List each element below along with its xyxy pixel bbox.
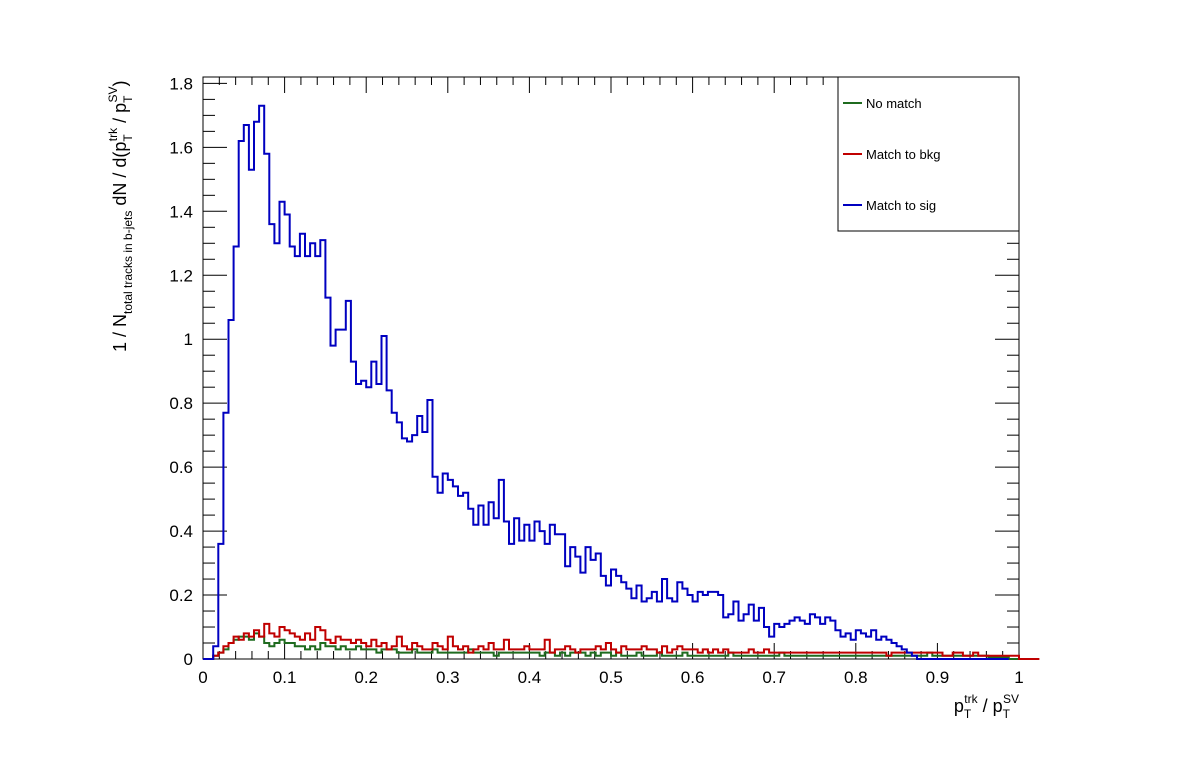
x-tick-label: 0 bbox=[198, 668, 207, 687]
x-tick-label: 0.5 bbox=[599, 668, 623, 687]
legend-label-match-bkg: Match to bkg bbox=[866, 147, 940, 162]
y-tick-label: 1.8 bbox=[169, 74, 193, 93]
x-axis-label: pTtrk / pTSV bbox=[954, 692, 1019, 721]
x-tick-label: 0.9 bbox=[926, 668, 950, 687]
x-tick-label: 0.1 bbox=[273, 668, 297, 687]
legend-label-match-sig: Match to sig bbox=[866, 198, 936, 213]
y-tick-label: 0.8 bbox=[169, 394, 193, 413]
legend-label-no-match: No match bbox=[866, 96, 922, 111]
y-tick-label: 1.4 bbox=[169, 202, 193, 221]
y-tick-label: 0.6 bbox=[169, 458, 193, 477]
x-tick-label: 1 bbox=[1014, 668, 1023, 687]
y-tick-label: 0.2 bbox=[169, 586, 193, 605]
x-tick-label: 0.3 bbox=[436, 668, 460, 687]
x-tick-label: 0.2 bbox=[354, 668, 378, 687]
x-tick-label: 0.7 bbox=[762, 668, 786, 687]
y-axis-label: 1 / Ntotal tracks in b-jets dN / d(pTtrk… bbox=[106, 81, 135, 352]
histogram-series bbox=[203, 104, 1040, 660]
x-tick-label: 0.8 bbox=[844, 668, 868, 687]
series-line-match-to-sig bbox=[203, 104, 1009, 660]
y-tick-label: 1.6 bbox=[169, 138, 193, 157]
legend: No match Match to bkg Match to sig bbox=[837, 76, 1020, 232]
y-tick-labels: 0 0.2 0.4 0.6 0.8 1 1.2 1.4 1.6 1.8 bbox=[169, 74, 193, 669]
x-tick-label: 0.6 bbox=[681, 668, 705, 687]
series-line-no-match bbox=[203, 632, 1025, 660]
y-tick-label: 0 bbox=[184, 650, 193, 669]
legend-box bbox=[837, 76, 1020, 232]
y-tick-label: 1.2 bbox=[169, 266, 193, 285]
series-line-match-to-bkg bbox=[203, 622, 1040, 660]
x-tick-labels: 0 0.1 0.2 0.3 0.4 0.5 0.6 0.7 0.8 0.9 1 bbox=[198, 668, 1023, 687]
x-tick-label: 0.4 bbox=[518, 668, 542, 687]
y-tick-label: 1 bbox=[184, 330, 193, 349]
y-tick-label: 0.4 bbox=[169, 522, 193, 541]
